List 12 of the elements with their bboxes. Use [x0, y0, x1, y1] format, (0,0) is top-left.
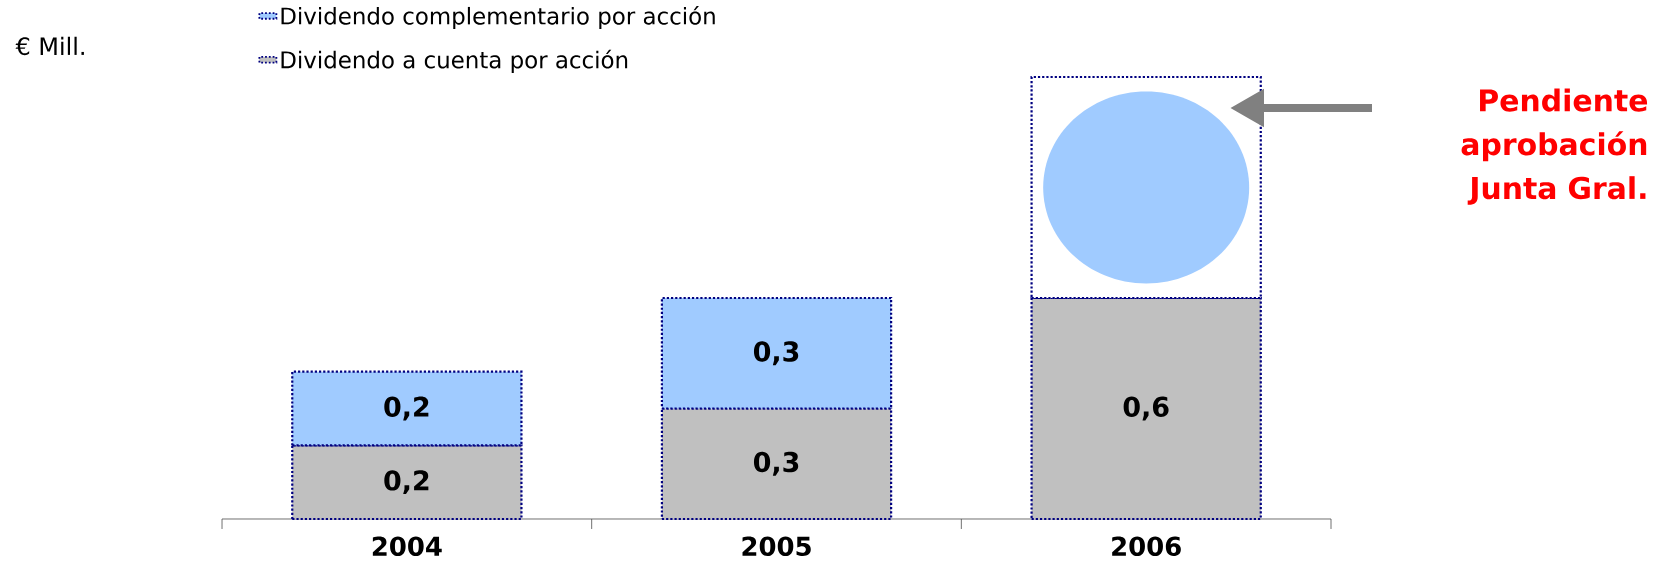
data-label: 0,2: [384, 396, 429, 421]
x-tick-label: 2006: [1112, 536, 1181, 557]
data-label: 0,6: [1123, 396, 1169, 421]
legend-label: Dividendo complementario por acción: [281, 6, 715, 30]
data-label: 0,3: [753, 451, 799, 476]
data-label: 0,3: [753, 341, 799, 366]
x-tick-label: 2005: [742, 536, 811, 557]
x-tick-label: 2004: [372, 536, 442, 557]
data-label: 0,2: [384, 470, 429, 495]
text: Pendiente aprobación Junta Gral.: [1461, 88, 1648, 205]
text: € Mill.: [15, 36, 84, 56]
legend-label: Dividendo a cuenta por acción: [281, 49, 628, 73]
